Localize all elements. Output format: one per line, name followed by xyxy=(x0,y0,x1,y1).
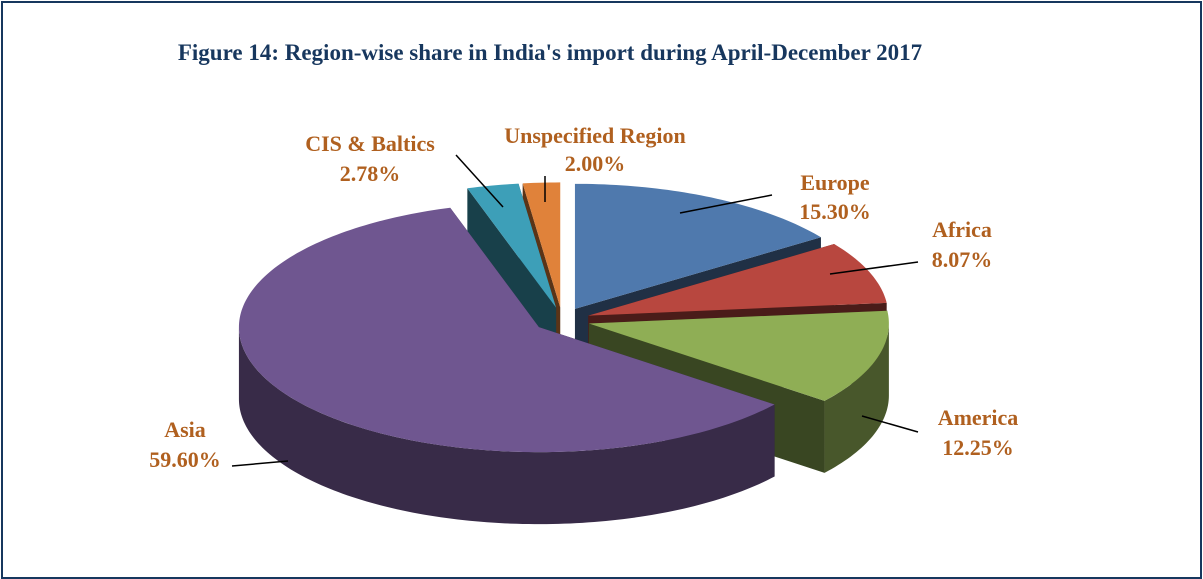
slice-label: Asia xyxy=(164,417,206,442)
slice-top xyxy=(588,310,889,401)
slice-label: Africa xyxy=(932,217,992,242)
leader-line xyxy=(679,194,773,214)
slice-value-label: 2.78% xyxy=(340,161,401,186)
leader-line xyxy=(231,460,289,467)
slice-label: Unspecified Region xyxy=(504,123,686,148)
slice-value-label: 2.00% xyxy=(565,151,626,176)
slice-top xyxy=(238,207,775,453)
slice-value-label: 12.25% xyxy=(942,435,1014,460)
leader-line xyxy=(861,415,919,433)
slice-value-label: 8.07% xyxy=(932,247,993,272)
leader-line xyxy=(455,154,504,208)
slice-top xyxy=(588,244,887,316)
slice-label: America xyxy=(938,405,1019,430)
slice-top xyxy=(574,183,821,309)
slice-value-label: 59.60% xyxy=(149,447,221,472)
slice-value-label: 15.30% xyxy=(799,199,871,224)
slice-top xyxy=(522,182,561,308)
slice-label: CIS & Baltics xyxy=(305,131,435,156)
pie-slice xyxy=(238,207,775,525)
slice-side-wall xyxy=(238,327,775,525)
leader-line xyxy=(829,261,919,275)
slice-top xyxy=(467,183,557,308)
slice-side-wall xyxy=(824,323,889,473)
slice-label: Europe xyxy=(800,170,870,195)
chart-title: Figure 14: Region-wise share in India's … xyxy=(177,40,923,65)
